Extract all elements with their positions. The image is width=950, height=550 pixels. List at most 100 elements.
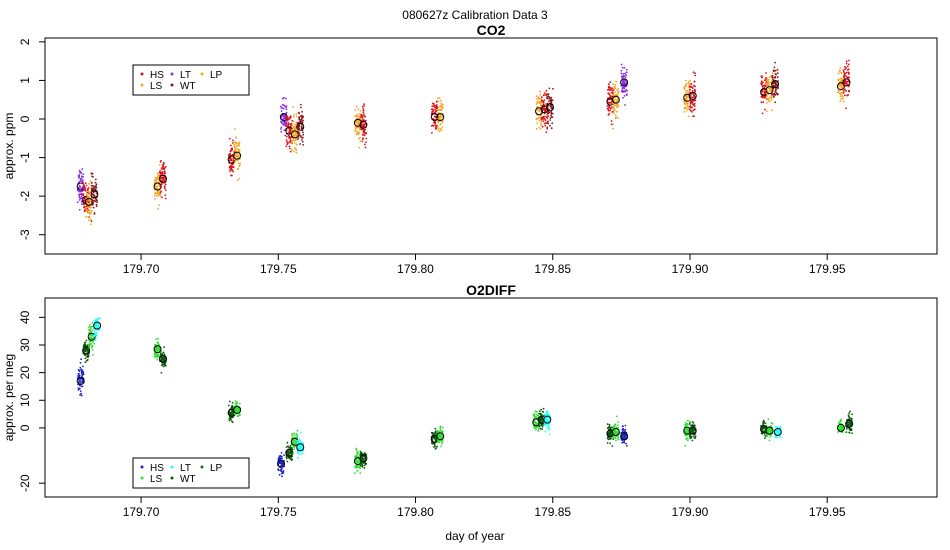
co2-point [769,87,772,90]
co2-point [356,121,359,123]
co2-point [772,93,775,96]
o2diff-ytick-label: 20 [18,366,32,380]
co2-legend-label-HS: HS [150,70,164,81]
o2diff-point [277,469,280,472]
co2-point [436,125,439,128]
o2diff-point [608,430,611,433]
o2diff-point [612,438,615,440]
co2-point [78,173,81,176]
co2-ytick-label: -2 [18,190,32,201]
o2diff-point [686,439,689,442]
co2-point [356,131,358,134]
o2diff-point [91,322,94,324]
co2-point [297,111,300,114]
co2-point [90,187,93,190]
co2-point [91,181,93,184]
o2diff-point [765,434,768,437]
o2diff-point [770,422,773,424]
co2-point [301,121,304,123]
co2-point [765,72,767,74]
co2-point [90,172,93,175]
co2-point [290,141,293,144]
o2diff-point [534,423,537,426]
co2-point [544,92,546,94]
o2diff-point [291,434,294,437]
co2-point [623,66,626,69]
co2-point [540,118,543,121]
co2-point [355,115,358,118]
o2diff-cluster-HS [620,424,629,447]
co2-point [441,126,444,129]
co2-mean-marker [436,113,445,122]
o2diff-point [606,423,609,425]
co2-point [361,105,364,108]
co2-point [80,203,83,206]
o2diff-point [77,374,80,376]
o2diff-legend-label-LT: LT [180,463,191,474]
co2-point [539,116,542,118]
o2diff-point [541,410,544,413]
co2-point [842,98,844,100]
co2-point [617,103,619,106]
o2diff-point [291,458,293,460]
co2-point [358,132,361,134]
co2-point [364,146,367,149]
o2diff-point [302,450,304,452]
co2-cluster-LT [620,63,629,106]
o2diff-point [845,431,848,434]
o2diff-point [441,441,444,443]
co2-point [768,97,771,99]
o2diff-point [81,385,83,388]
co2-point [846,81,848,83]
co2-point [547,111,550,113]
o2diff-point [689,424,692,427]
o2diff-point [79,382,82,384]
o2diff-point [621,425,624,428]
o2diff-point [155,355,158,357]
o2diff-point [297,456,300,459]
o2diff-point [764,437,766,439]
co2-point [357,133,360,136]
co2-point [687,105,690,108]
co2-point [691,90,694,92]
co2-point [767,87,770,90]
o2diff-point [296,450,299,453]
co2-point [538,119,541,122]
o2diff-point [77,388,80,391]
o2diff-point [364,456,367,459]
co2-point [90,209,93,212]
co2-point [292,135,295,137]
co2-point [229,170,231,173]
co2-point [162,161,165,164]
co2-point [85,206,87,209]
co2-point [157,207,160,210]
co2-point [545,103,547,105]
co2-title: CO2 [477,22,506,38]
o2diff-point [85,359,88,362]
o2diff-point [302,452,304,455]
o2diff-point [81,370,84,372]
co2-point [284,122,286,125]
co2-point [774,82,777,85]
o2diff-point [354,466,356,468]
o2diff-point [359,452,362,455]
co2-point [433,104,436,107]
co2-point [93,213,96,215]
co2-point [551,122,554,125]
co2-point [362,111,365,114]
o2diff-point [537,412,540,415]
co2-point [283,116,286,119]
o2diff-point [360,461,363,464]
co2-point [89,211,92,214]
co2-point [80,187,83,190]
o2diff-point [230,411,233,414]
o2diff-point [80,372,83,375]
co2-legend-label-LP: LP [210,70,223,81]
o2diff-point [293,439,296,442]
co2-point [538,110,541,112]
o2diff-point [440,445,442,448]
o2diff-point [161,358,164,361]
o2diff-point [539,410,541,412]
co2-point [622,87,625,89]
o2diff-point [294,440,297,442]
